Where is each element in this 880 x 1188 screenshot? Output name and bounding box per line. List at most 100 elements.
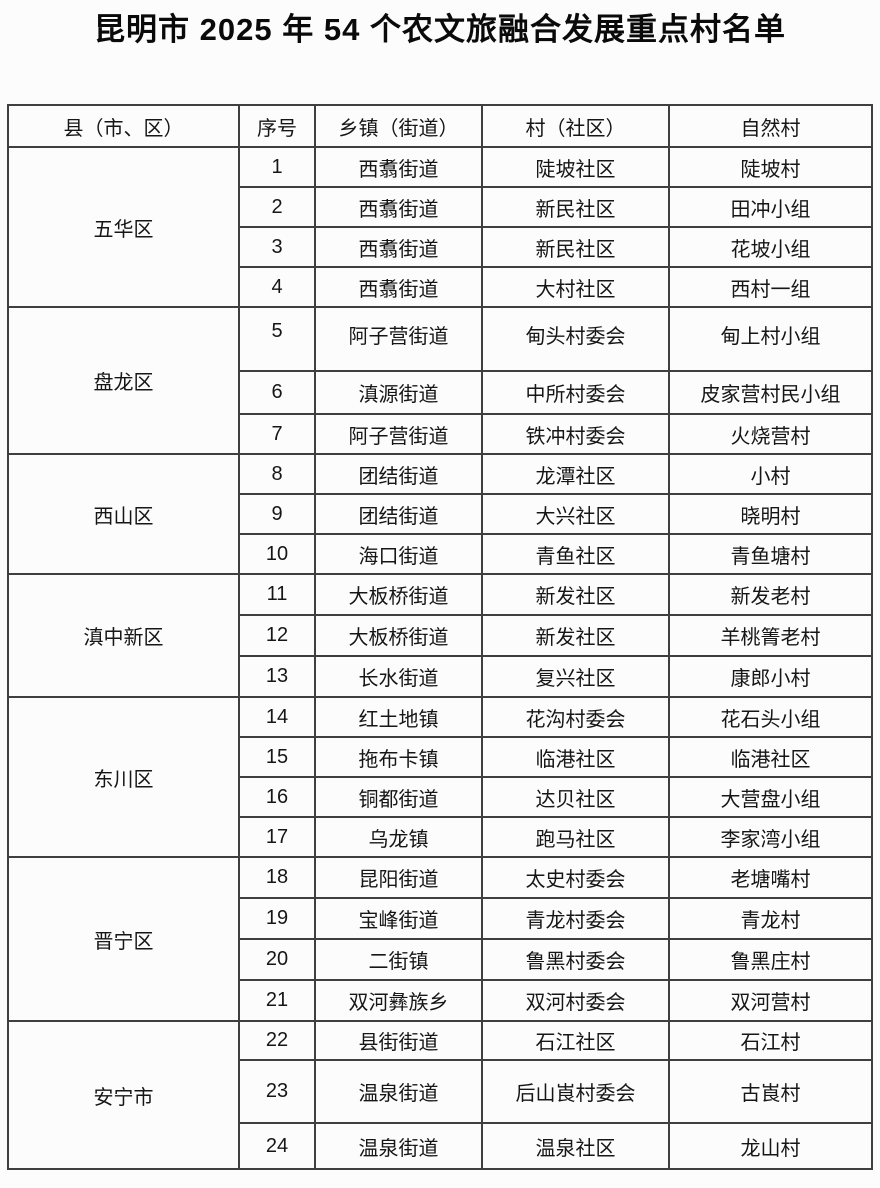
village-cell: 温泉社区 — [481, 1122, 670, 1170]
header-cell-row-number: 序号 — [238, 104, 316, 148]
village-cell: 复兴社区 — [481, 655, 670, 698]
village-cell: 鲁黑村委会 — [481, 938, 670, 981]
natural-village-cell: 田冲小组 — [668, 186, 873, 228]
town-cell: 西翥街道 — [314, 186, 483, 228]
natural-village-cell: 甸上村小组 — [668, 306, 873, 372]
town-cell: 西翥街道 — [314, 226, 483, 268]
row-number-cell: 22 — [238, 1020, 316, 1061]
district-cell: 盘龙区 — [7, 306, 240, 455]
natural-village-cell: 花石头小组 — [668, 696, 873, 738]
table-row: 7 阿子营街道 铁冲村委会 火烧营村 — [8, 413, 873, 455]
village-cell: 双河村委会 — [481, 979, 670, 1022]
row-number-cell: 23 — [238, 1059, 316, 1124]
town-cell: 大板桥街道 — [314, 573, 483, 616]
row-number-cell: 18 — [238, 856, 316, 899]
village-cell: 青鱼社区 — [481, 533, 670, 575]
table-row: 20 二街镇 鲁黑村委会 鲁黑庄村 — [8, 938, 873, 981]
town-cell: 二街镇 — [314, 938, 483, 981]
natural-village-cell: 双河营村 — [668, 979, 873, 1022]
town-cell: 团结街道 — [314, 493, 483, 535]
row-number-cell: 21 — [238, 979, 316, 1022]
table-row: 4 西翥街道 大村社区 西村一组 — [8, 266, 873, 308]
table-row: 晋宁区 18 昆阳街道 太史村委会 老塘嘴村 — [7, 856, 873, 1022]
header-cell-district: 县（市、区） — [7, 104, 240, 148]
table-row: 安宁市 22 县街街道 石江社区 石江村 — [7, 1020, 873, 1170]
header-cell-village: 村（社区） — [481, 104, 670, 148]
row-number-cell: 3 — [238, 226, 316, 268]
district-cell: 安宁市 — [7, 1020, 240, 1170]
natural-village-cell: 老塘嘴村 — [668, 856, 873, 899]
row-number-cell: 15 — [238, 736, 316, 778]
district-cell: 五华区 — [7, 146, 240, 308]
district-group: 西山区 8 团结街道 龙潭社区 小村 9 团结街道 大兴社区 晓明村 10 海口街道 青鱼社区 青鱼塘村 — [7, 453, 873, 575]
row-number-cell: 9 — [238, 493, 316, 535]
row-number-cell: 16 — [238, 776, 316, 818]
town-cell: 双河彝族乡 — [314, 979, 483, 1022]
natural-village-cell: 临港社区 — [668, 736, 873, 778]
village-cell: 新发社区 — [481, 573, 670, 616]
district-cell: 东川区 — [7, 696, 240, 858]
village-cell: 石江社区 — [481, 1020, 670, 1061]
table-row: 21 双河彝族乡 双河村委会 双河营村 — [8, 979, 873, 1022]
natural-village-cell: 大营盘小组 — [668, 776, 873, 818]
town-cell: 西翥街道 — [314, 146, 483, 188]
table-row: 17 乌龙镇 跑马社区 李家湾小组 — [8, 816, 873, 858]
row-number-cell: 14 — [238, 696, 316, 738]
natural-village-cell: 新发老村 — [668, 573, 873, 616]
village-cell: 龙潭社区 — [481, 453, 670, 495]
village-cell: 甸头村委会 — [481, 306, 670, 372]
town-cell: 铜都街道 — [314, 776, 483, 818]
village-cell: 花沟村委会 — [481, 696, 670, 738]
row-number-cell: 5 — [238, 306, 316, 372]
natural-village-cell: 石江村 — [668, 1020, 873, 1061]
natural-village-cell: 陡坡村 — [668, 146, 873, 188]
town-cell: 团结街道 — [314, 453, 483, 495]
natural-village-cell: 小村 — [668, 453, 873, 495]
village-cell: 太史村委会 — [481, 856, 670, 899]
village-cell: 新民社区 — [481, 226, 670, 268]
table-row: 6 滇源街道 中所村委会 皮家营村民小组 — [8, 370, 873, 415]
town-cell: 海口街道 — [314, 533, 483, 575]
natural-village-cell: 青龙村 — [668, 897, 873, 940]
table-row: 西山区 8 团结街道 龙潭社区 小村 — [7, 453, 873, 575]
village-cell: 新发社区 — [481, 614, 670, 657]
village-cell: 新民社区 — [481, 186, 670, 228]
village-cell: 陡坡社区 — [481, 146, 670, 188]
row-number-cell: 20 — [238, 938, 316, 981]
district-cell: 西山区 — [7, 453, 240, 575]
table-row: 3 西翥街道 新民社区 花坡小组 — [8, 226, 873, 268]
village-cell: 青龙村委会 — [481, 897, 670, 940]
table-row: 23 温泉街道 后山崀村委会 古崀村 — [8, 1059, 873, 1124]
table-row: 9 团结街道 大兴社区 晓明村 — [8, 493, 873, 535]
natural-village-cell: 青鱼塘村 — [668, 533, 873, 575]
district-cell: 晋宁区 — [7, 856, 240, 1022]
row-number-cell: 1 — [238, 146, 316, 188]
natural-village-cell: 火烧营村 — [668, 413, 873, 455]
table-row: 五华区 1 西翥街道 陡坡社区 陡坡村 — [7, 146, 873, 308]
page-title: 昆明市 2025 年 54 个农文旅融合发展重点村名单 — [94, 12, 786, 47]
district-group: 安宁市 22 县街街道 石江社区 石江村 23 温泉街道 后山崀村委会 古崀村 24 温泉街道 温泉社… — [7, 1020, 873, 1170]
town-cell: 温泉街道 — [314, 1122, 483, 1170]
district-cell: 滇中新区 — [7, 573, 240, 698]
row-number-cell: 13 — [238, 655, 316, 698]
table-header: 县（市、区） 序号 乡镇（街道） 村（社区） 自然村 — [7, 104, 873, 148]
natural-village-cell: 李家湾小组 — [668, 816, 873, 858]
village-cell: 中所村委会 — [481, 370, 670, 415]
table-row: 10 海口街道 青鱼社区 青鱼塘村 — [8, 533, 873, 575]
row-number-cell: 19 — [238, 897, 316, 940]
village-cell: 铁冲村委会 — [481, 413, 670, 455]
header-row: 县（市、区） 序号 乡镇（街道） 村（社区） 自然村 — [7, 104, 873, 148]
town-cell: 西翥街道 — [314, 266, 483, 308]
village-cell: 达贝社区 — [481, 776, 670, 818]
district-group: 晋宁区 18 昆阳街道 太史村委会 老塘嘴村 19 宝峰街道 青龙村委会 青龙村 20 二街镇 鲁黑村… — [7, 856, 873, 1022]
natural-village-cell: 康郎小村 — [668, 655, 873, 698]
natural-village-cell: 鲁黑庄村 — [668, 938, 873, 981]
row-number-cell: 12 — [238, 614, 316, 657]
town-cell: 温泉街道 — [314, 1059, 483, 1124]
natural-village-cell: 皮家营村民小组 — [668, 370, 873, 415]
header-cell-natural-village: 自然村 — [668, 104, 873, 148]
table-row: 13 长水街道 复兴社区 康郎小村 — [8, 655, 873, 698]
row-number-cell: 8 — [238, 453, 316, 495]
table-row: 24 温泉街道 温泉社区 龙山村 — [8, 1122, 873, 1170]
